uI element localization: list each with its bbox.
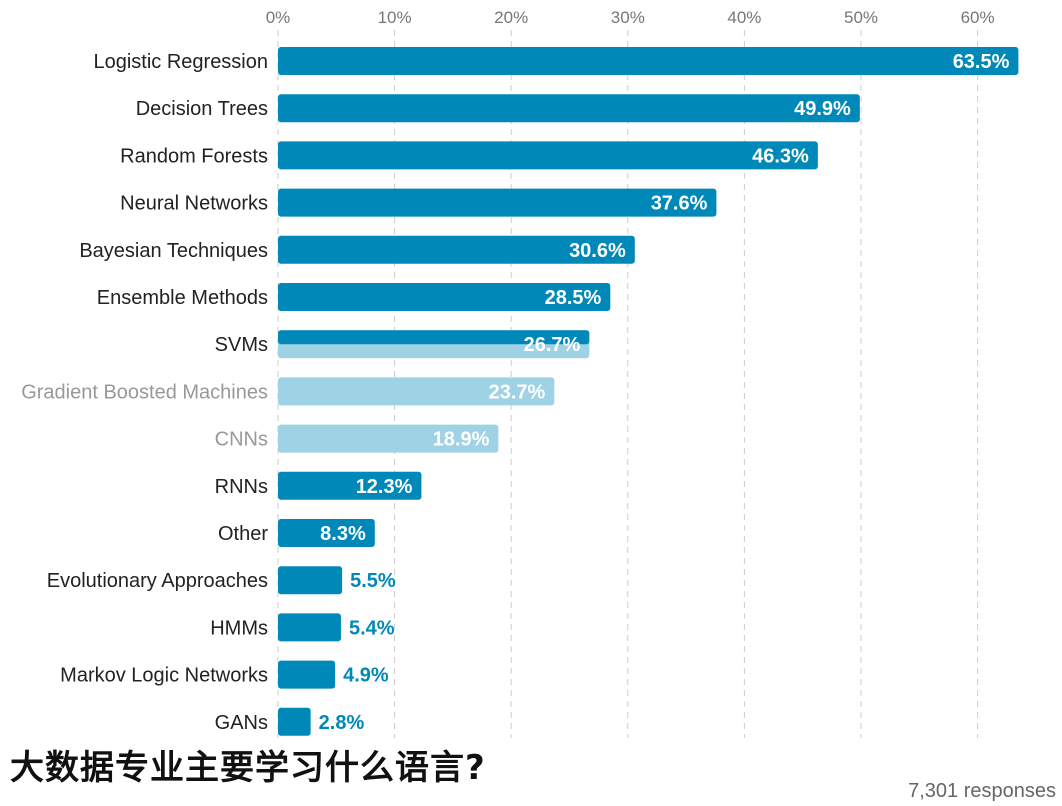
value-label: 63.5%	[953, 51, 1010, 73]
bar	[278, 141, 818, 170]
value-label: 2.8%	[319, 712, 365, 734]
value-label: 49.9%	[794, 98, 851, 120]
bar	[278, 660, 336, 689]
value-label: 28.5%	[545, 287, 602, 309]
value-label: 8.3%	[320, 523, 366, 545]
x-tick-label: 0%	[266, 8, 291, 27]
category-label: Other	[218, 523, 268, 545]
bar	[278, 188, 717, 217]
bar	[278, 94, 860, 123]
category-label: CNNs	[215, 429, 268, 451]
x-tick-label: 60%	[961, 8, 995, 27]
value-label: 5.4%	[349, 617, 395, 639]
bar	[278, 707, 311, 736]
category-label: Markov Logic Networks	[60, 665, 268, 687]
bar	[278, 566, 343, 595]
category-label: HMMs	[210, 617, 268, 639]
category-label: Neural Networks	[120, 193, 268, 215]
category-label: Gradient Boosted Machines	[21, 381, 268, 403]
bar	[278, 47, 1019, 75]
x-tick-label: 30%	[611, 8, 645, 27]
overlay-title: 大数据专业主要学习什么语言?	[10, 748, 486, 788]
category-label: Logistic Regression	[93, 51, 268, 73]
category-label: Bayesian Techniques	[79, 240, 268, 262]
category-label: GANs	[215, 712, 268, 734]
bar-top	[278, 330, 590, 345]
x-tick-label: 50%	[844, 8, 878, 27]
value-label: 37.6%	[651, 193, 708, 215]
value-label: 12.3%	[356, 476, 413, 498]
category-label: RNNs	[215, 476, 268, 498]
bar	[278, 424, 499, 453]
value-label: 26.7%	[524, 334, 581, 356]
category-label: Evolutionary Approaches	[47, 570, 268, 592]
value-label: 5.5%	[350, 570, 396, 592]
x-tick-label: 10%	[378, 8, 412, 27]
value-label: 46.3%	[752, 145, 809, 167]
bar	[278, 613, 341, 642]
response-count: 7,301 responses	[908, 780, 1056, 802]
bar	[278, 283, 611, 311]
x-tick-label: 40%	[727, 8, 761, 27]
bar	[278, 519, 375, 547]
value-label: 30.6%	[569, 240, 626, 262]
value-label: 23.7%	[489, 381, 546, 403]
bar	[278, 471, 422, 500]
category-label: Decision Trees	[136, 98, 268, 120]
category-label: SVMs	[215, 334, 268, 356]
x-tick-label: 20%	[494, 8, 528, 27]
value-label: 4.9%	[343, 665, 389, 687]
bar	[278, 377, 555, 406]
bar	[278, 235, 635, 264]
category-label: Ensemble Methods	[97, 287, 268, 309]
category-label: Random Forests	[120, 145, 268, 167]
value-label: 18.9%	[433, 429, 490, 451]
